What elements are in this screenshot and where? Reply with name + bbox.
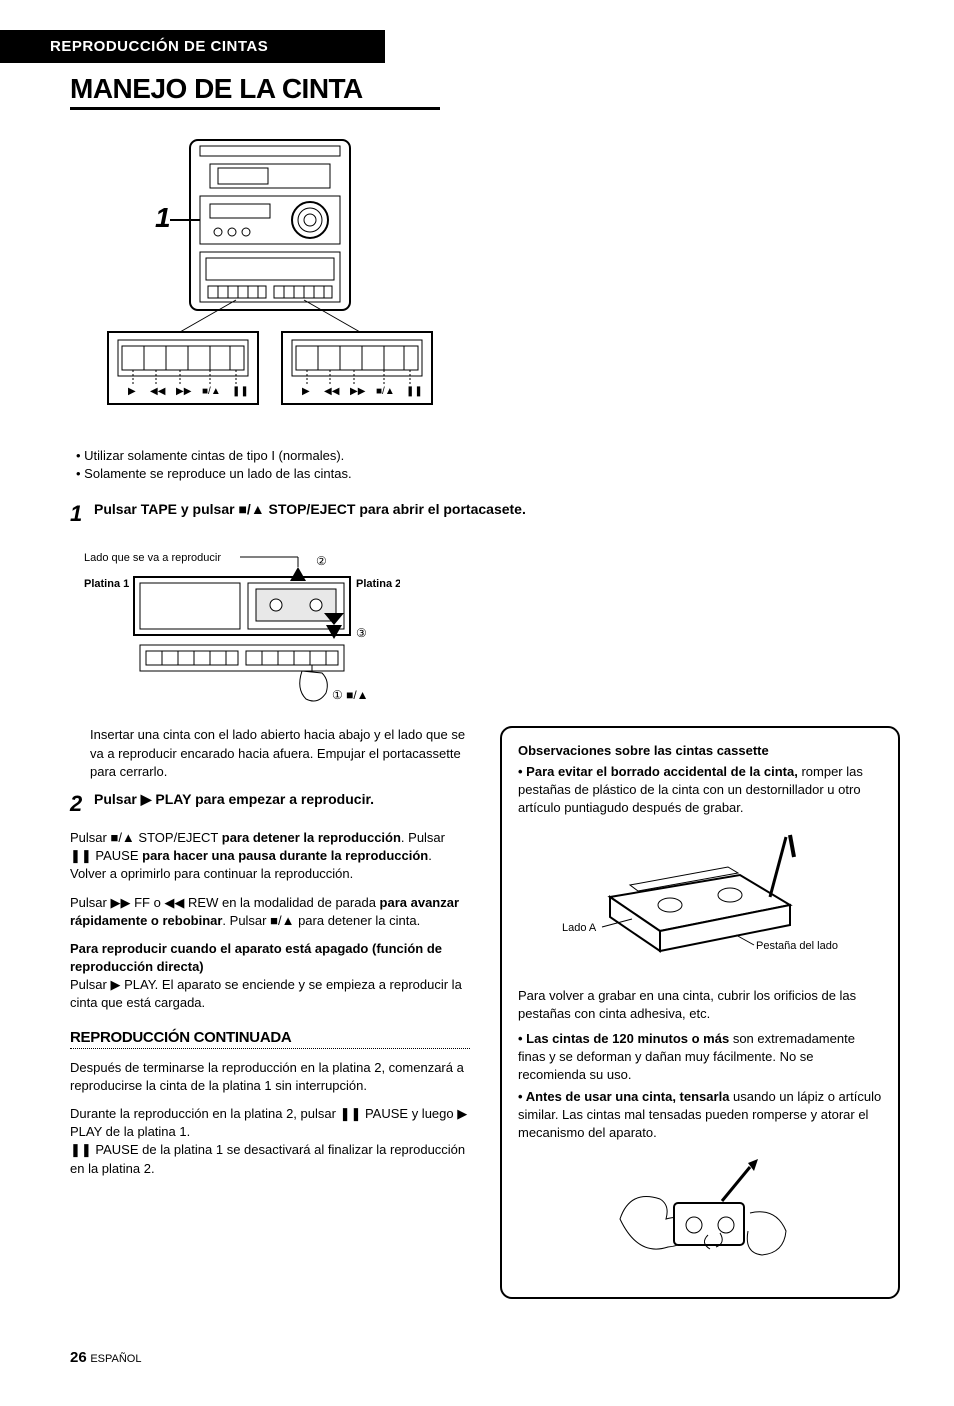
continuous-play-heading: REPRODUCCIÓN CONTINUADA [70, 1029, 470, 1049]
observations-callout: Observaciones sobre las cintas cassette … [500, 726, 900, 1298]
svg-text:▶: ▶ [302, 386, 310, 397]
svg-text:Pestaña del lado A: Pestaña del lado A [756, 940, 840, 952]
svg-text:■/▲: ■/▲ [202, 386, 221, 397]
cont-para2: Durante la reproducción en la platina 2,… [70, 1105, 470, 1178]
step-number: 1 [70, 501, 88, 527]
svg-text:Lado A: Lado A [562, 922, 597, 934]
callout-title: Observaciones sobre las cintas cassette [518, 742, 882, 760]
step2-para1: Pulsar ■/▲ STOP/EJECT para detener la re… [70, 829, 470, 884]
svg-text:1: 1 [155, 202, 171, 233]
svg-text:▶: ▶ [128, 386, 136, 397]
page-number: 26 [70, 1349, 87, 1366]
footer-lang: ESPAÑOL [90, 1353, 141, 1365]
step-title: Pulsar TAPE y pulsar ■/▲ STOP/EJECT para… [94, 501, 526, 517]
cassette-diagram: Lado A Pestaña del lado A [560, 827, 840, 977]
svg-text:▶▶: ▶▶ [176, 386, 192, 397]
svg-text:②: ② [316, 554, 327, 568]
deck-diagram: Lado que se va a reproducir ② Platina 1 … [80, 547, 400, 707]
step-2: 2 Pulsar ▶ PLAY para empezar a reproduci… [70, 791, 470, 817]
step-number: 2 [70, 791, 88, 817]
right-column: Observaciones sobre las cintas cassette … [500, 726, 900, 1298]
svg-text:▶▶: ▶▶ [350, 386, 366, 397]
svg-text:❚❚: ❚❚ [232, 386, 249, 397]
step-1: 1 Pulsar TAPE y pulsar ■/▲ STOP/EJECT pa… [70, 501, 904, 527]
bullet-item: Utilizar solamente cintas de tipo I (nor… [76, 447, 904, 465]
step2-para3: Para reproducir cuando el aparato está a… [70, 940, 470, 1013]
step-title: Pulsar ▶ PLAY para empezar a reproducir. [94, 791, 374, 808]
svg-text:Platina 2: Platina 2 [356, 578, 400, 590]
cont-para1: Después de terminarse la reproducción en… [70, 1059, 470, 1095]
svg-text:Platina 1: Platina 1 [84, 578, 129, 590]
page-footer: 26 ESPAÑOL [70, 1349, 904, 1366]
bullet-item: Solamente se reproduce un lado de las ci… [76, 465, 904, 483]
callout-item: Las cintas de 120 minutos o más son extr… [518, 1030, 882, 1085]
callout-item: Para evitar el borrado accidental de la … [518, 763, 882, 818]
page-title: MANEJO DE LA CINTA [70, 73, 440, 110]
stereo-diagram: 1 ▶ ◀◀ ▶▶ ■/▲ ❚❚ ▶ [100, 132, 440, 412]
svg-text:◀◀: ◀◀ [324, 386, 340, 397]
callout-item: Antes de usar una cinta, tensarla usando… [518, 1088, 882, 1143]
svg-text:③: ③ [356, 626, 367, 640]
insert-text: Insertar una cinta con el lado abierto h… [90, 726, 470, 781]
svg-text:◀◀: ◀◀ [150, 386, 166, 397]
intro-bullets: Utilizar solamente cintas de tipo I (nor… [70, 447, 904, 483]
svg-text:Lado que se va a reproducir: Lado que se va a reproducir [84, 552, 221, 564]
svg-text:■/▲: ■/▲ [376, 386, 395, 397]
pencil-diagram [600, 1149, 800, 1279]
section-header-bar: REPRODUCCIÓN DE CINTAS [0, 30, 385, 63]
callout-mid: Para volver a grabar en una cinta, cubri… [518, 987, 882, 1023]
svg-text:❚❚: ❚❚ [406, 386, 423, 397]
step2-para2: Pulsar ▶▶ FF o ◀◀ REW en la modalidad de… [70, 894, 470, 930]
left-column: Insertar una cinta con el lado abierto h… [70, 726, 470, 1187]
svg-text:① ■/▲: ① ■/▲ [332, 688, 369, 702]
